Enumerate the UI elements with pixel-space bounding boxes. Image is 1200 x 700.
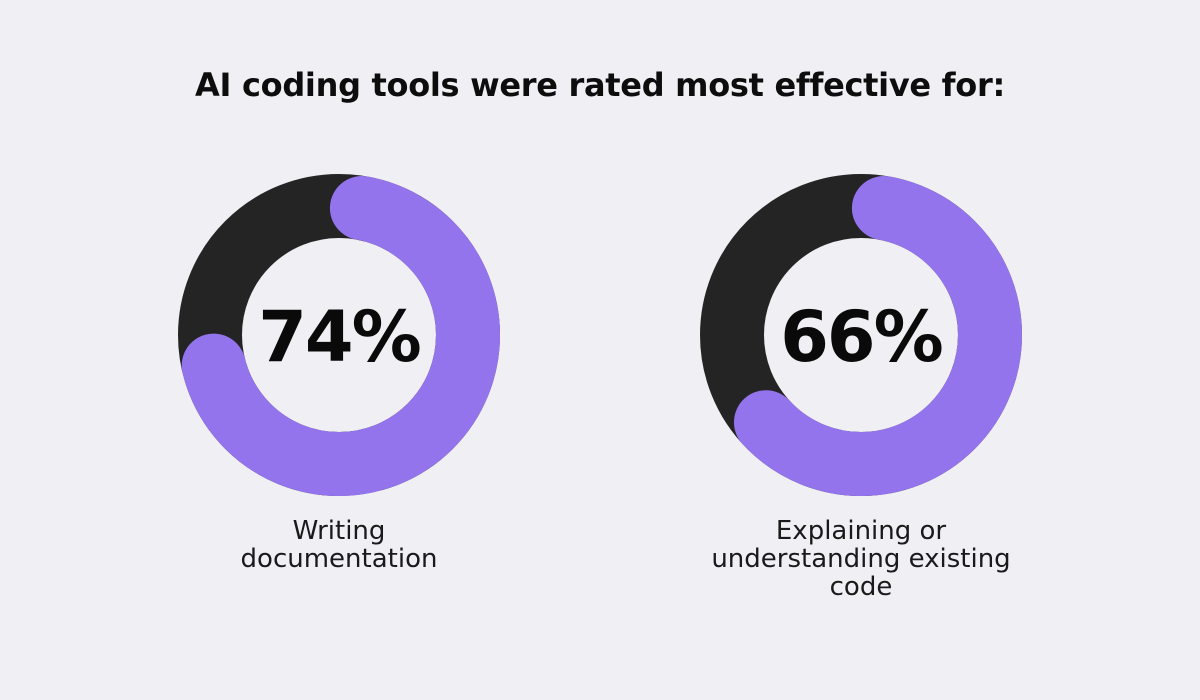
donut-svg-documentation [178,174,500,496]
percentage-value: 66% [780,296,944,378]
donut-label-documentation: Writing documentation [189,517,489,573]
donut-svg-explaining-code [700,174,1022,496]
label-line: Explaining or [775,516,947,546]
label-line: documentation [240,544,438,574]
donut-label-explaining-code: Explaining or understanding existing cod… [681,517,1041,601]
donut-filled-arc [700,174,1022,496]
donut-chart-documentation: 74% [178,174,500,496]
label-line: Writing [292,516,386,546]
label-line: understanding existing [711,544,1011,574]
chart-title: AI coding tools were rated most effectiv… [195,66,1005,104]
percentage-value: 74% [258,296,422,378]
label-line: code [829,572,893,602]
donut-filled-arc [178,174,500,496]
donut-chart-explaining-code: 66% [700,174,1022,496]
